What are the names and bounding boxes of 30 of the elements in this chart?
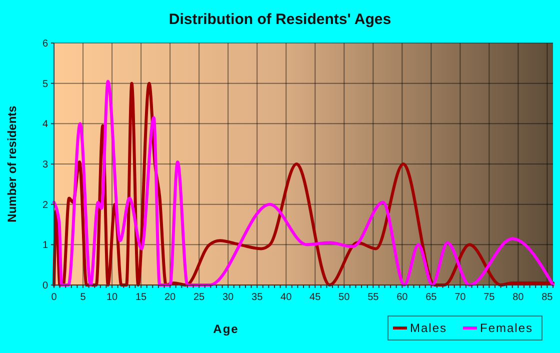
y-tick-label: 0: [42, 280, 48, 292]
x-tick-label: 20: [164, 292, 176, 303]
x-tick-label: 75: [484, 292, 496, 303]
y-tick-label: 1: [42, 240, 48, 252]
x-tick-label: 35: [252, 292, 264, 303]
y-tick-label: 6: [42, 38, 48, 50]
x-tick-label: 70: [454, 292, 466, 303]
x-axis-title: Age: [213, 322, 239, 336]
x-tick-label: 50: [338, 292, 350, 303]
x-tick-label: 65: [426, 292, 438, 303]
x-tick-label: 0: [51, 292, 58, 303]
x-tick-label: 40: [280, 292, 292, 303]
x-tick-label: 85: [542, 292, 554, 303]
y-tick-label: 3: [42, 160, 48, 170]
y-axis-title: Number of residents: [5, 105, 19, 222]
y-tick-label: 2: [42, 200, 48, 211]
x-tick-label: 25: [193, 292, 206, 303]
x-tick-label: 10: [106, 292, 118, 303]
x-tick-label: 55: [368, 292, 380, 303]
x-tick-label: 80: [512, 292, 524, 303]
legend-label: Males: [410, 321, 448, 335]
x-tick-label: 5: [80, 292, 86, 303]
legend-label: Females: [480, 321, 534, 335]
x-tick-label: 30: [222, 292, 234, 303]
y-tick-label: 5: [42, 78, 48, 90]
x-tick-label: 15: [135, 292, 148, 303]
x-tick-label: 45: [310, 292, 322, 303]
y-tick-label: 4: [42, 119, 48, 130]
chart-title: Distribution of Residents' Ages: [168, 11, 392, 28]
x-tick-label: 60: [396, 292, 408, 303]
